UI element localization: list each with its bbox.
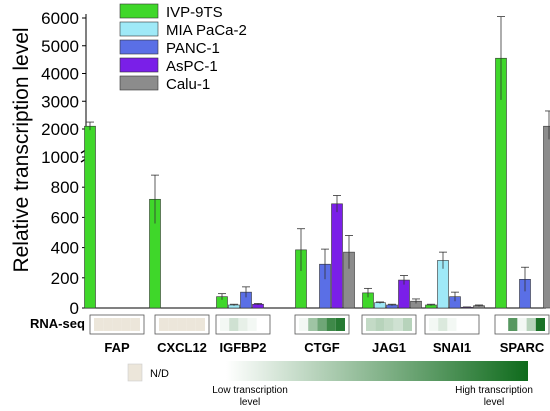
rnaseq-cell (220, 318, 230, 331)
rnaseq-cell (429, 318, 439, 331)
rnaseq-cell (317, 318, 327, 331)
bar[interactable] (543, 125, 550, 309)
rnaseq-cell (375, 318, 385, 331)
rnaseq-cell (299, 318, 309, 331)
low-transcription-label: Low transcription level (212, 385, 288, 408)
rnaseq-cell (94, 318, 104, 331)
rnaseq-cell (526, 318, 536, 331)
transcription-gradient-bar (226, 361, 528, 381)
rnaseq-cell (447, 318, 457, 331)
category-label: SNAI1 (433, 340, 471, 355)
y-tick-label: 800 (51, 178, 79, 197)
legend-label: MIA PaCa-2 (166, 22, 247, 39)
rnaseq-cell (177, 318, 187, 331)
rnaseq-cell (465, 318, 475, 331)
legend-label: IVP-9TS (166, 4, 223, 21)
rnaseq-cell (308, 318, 318, 331)
rnaseq-cell (103, 318, 113, 331)
rnaseq-cell (159, 318, 169, 331)
bar[interactable] (374, 302, 386, 309)
y-tick-label: 0 (70, 299, 79, 318)
nd-label: N/D (150, 368, 169, 380)
legend-label: AsPC-1 (166, 58, 218, 75)
legend-swatch (119, 75, 159, 91)
rnaseq-cell (499, 318, 509, 331)
y-tick-label: 1000 (41, 148, 79, 167)
legend-label: Calu-1 (166, 76, 210, 93)
rnaseq-cell (112, 318, 122, 331)
low-transcription-label-line: level (240, 397, 261, 408)
rnaseq-label: RNA-seq (30, 316, 85, 331)
y-tick-label: 3000 (41, 92, 79, 111)
rnaseq-cell (393, 318, 403, 331)
y-tick-label: 200 (51, 269, 79, 288)
rnaseq-cell (238, 318, 248, 331)
category-label: JAG1 (372, 340, 406, 355)
y-tick-label: 4000 (41, 65, 79, 84)
rnaseq-cell (168, 318, 178, 331)
rnaseq-cell (517, 318, 527, 331)
bar[interactable] (84, 125, 96, 309)
rnaseq-cell (130, 318, 140, 331)
rnaseq-cell (229, 318, 239, 331)
y-tick-label: 6000 (41, 9, 79, 28)
legend-swatch (119, 21, 159, 37)
category-label: SPARC (500, 340, 545, 355)
y-tick-label: 600 (51, 208, 79, 227)
category-label: CXCL12 (157, 340, 207, 355)
y-tick-label: 5000 (41, 37, 79, 56)
bar[interactable] (331, 203, 343, 309)
rnaseq-cell (186, 318, 196, 331)
category-label: IGFBP2 (220, 340, 267, 355)
rnaseq-cell (256, 318, 266, 331)
rnaseq-cell (456, 318, 466, 331)
legend-swatch (119, 39, 159, 55)
rnaseq-cell (326, 318, 336, 331)
y-axis-title: Relative transcription level (10, 27, 33, 272)
rnaseq-cell (121, 318, 131, 331)
legend-label: PANC-1 (166, 40, 220, 57)
category-label: CTGF (304, 340, 339, 355)
legend-swatch (119, 57, 159, 73)
high-transcription-label-line: level (484, 397, 505, 408)
rnaseq-cell (247, 318, 257, 331)
nd-swatch (127, 363, 143, 382)
legend-swatch (119, 3, 159, 19)
y-tick-label: 2000 (41, 120, 79, 139)
category-label: FAP (104, 340, 130, 355)
rnaseq-cell (195, 318, 205, 331)
rnaseq-cell (335, 318, 345, 331)
rnaseq-cell (384, 318, 394, 331)
low-transcription-label-line: Low transcription (212, 385, 288, 396)
y-tick-label: 400 (51, 239, 79, 258)
rnaseq-cell (366, 318, 376, 331)
rnaseq-cell (535, 318, 545, 331)
rnaseq-cell (402, 318, 412, 331)
high-transcription-label: High transcription level (455, 385, 533, 408)
rnaseq-cell (508, 318, 518, 331)
rnaseq-cell (438, 318, 448, 331)
high-transcription-label-line: High transcription (455, 385, 533, 396)
